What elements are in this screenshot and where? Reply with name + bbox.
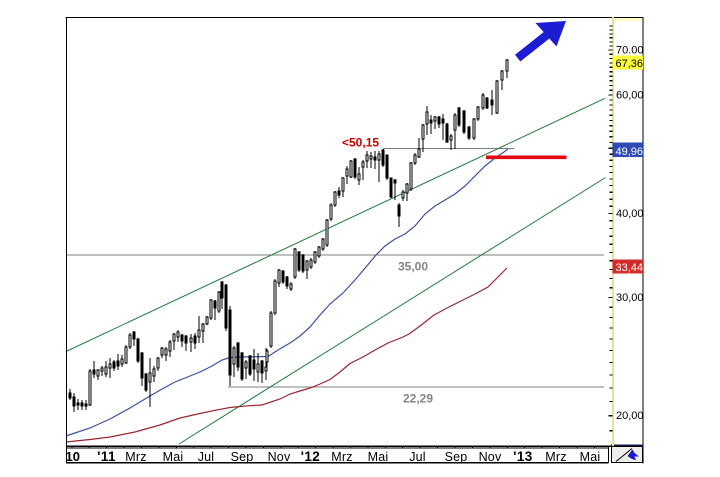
svg-text:Nov: Nov xyxy=(268,450,291,464)
svg-text:Mai: Mai xyxy=(368,450,389,464)
svg-text:35,00: 35,00 xyxy=(398,259,428,273)
svg-text:'13: '13 xyxy=(513,449,533,464)
svg-text:Jul: Jul xyxy=(409,450,426,464)
svg-text:Mrz: Mrz xyxy=(125,450,146,464)
svg-text:'11: '11 xyxy=(97,449,116,464)
svg-text:40,00: 40,00 xyxy=(616,208,644,220)
svg-text:Sep: Sep xyxy=(231,450,254,464)
svg-text:20,00: 20,00 xyxy=(616,410,644,422)
svg-text:60,00: 60,00 xyxy=(616,90,644,102)
svg-text:Jul: Jul xyxy=(198,450,215,464)
svg-text:Mrz: Mrz xyxy=(545,450,566,464)
svg-text:Mai: Mai xyxy=(163,450,184,464)
svg-text:70.00: 70.00 xyxy=(616,45,644,57)
svg-text:Mai: Mai xyxy=(580,450,601,464)
svg-text:10: 10 xyxy=(66,449,80,464)
svg-text:Mrz: Mrz xyxy=(331,450,352,464)
svg-text:Sep: Sep xyxy=(445,450,468,464)
svg-text:22,29: 22,29 xyxy=(403,391,433,405)
svg-text:33,44: 33,44 xyxy=(616,262,644,274)
svg-text:Nov: Nov xyxy=(479,450,502,464)
svg-text:67,36: 67,36 xyxy=(616,58,644,70)
svg-text:'12: '12 xyxy=(301,449,320,464)
svg-text:30,00: 30,00 xyxy=(616,292,644,304)
svg-text:<50,15: <50,15 xyxy=(342,135,379,149)
svg-text:49,96: 49,96 xyxy=(616,146,644,158)
